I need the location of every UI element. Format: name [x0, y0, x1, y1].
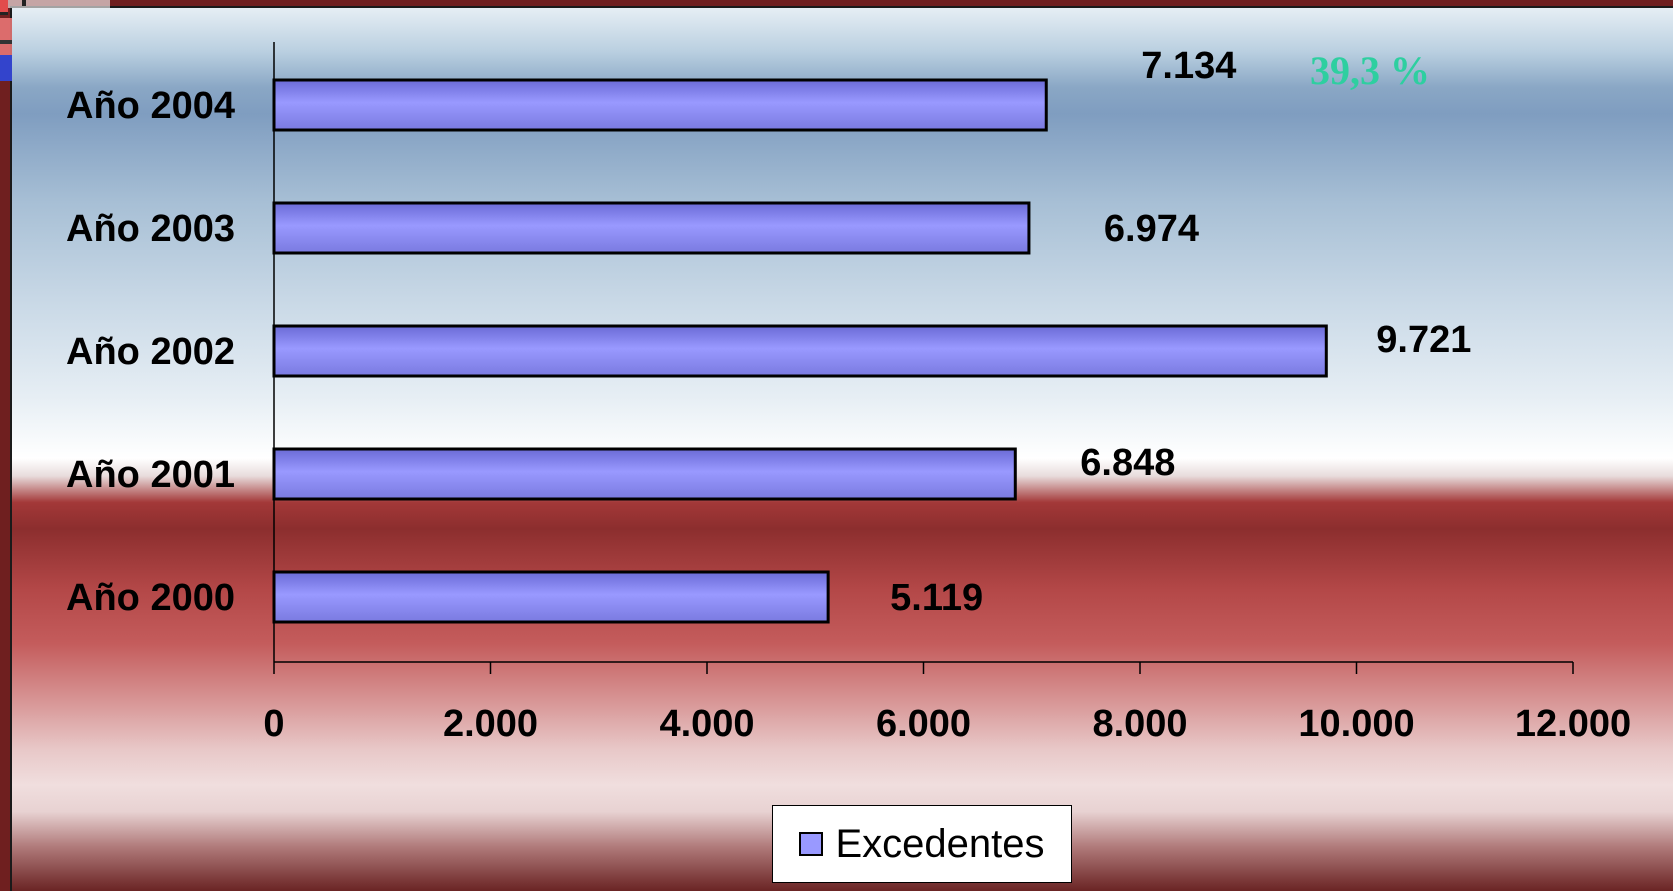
bar-3 — [272, 324, 1328, 378]
category-label: Año 2001 — [66, 454, 235, 496]
category-label: Año 2003 — [66, 208, 235, 250]
x-tick-label: 0 — [263, 703, 284, 745]
bar-2 — [272, 201, 1031, 255]
legend-label: Excedentes — [835, 821, 1045, 866]
x-tick-label: 8.000 — [1092, 703, 1187, 745]
bar-5 — [272, 570, 830, 624]
category-label: Año 2002 — [66, 331, 235, 373]
x-tick-label: 10.000 — [1298, 703, 1414, 745]
data-label: 5.119 — [890, 577, 983, 619]
axes-layer — [273, 42, 1574, 674]
legend: Excedentes — [772, 805, 1072, 883]
x-tick-label: 12.000 — [1515, 703, 1631, 745]
data-label: 6.974 — [1104, 208, 1199, 250]
slide-corner-decoration — [0, 0, 110, 81]
annotation-label: 39,3 % — [1310, 48, 1430, 93]
bars-layer — [272, 78, 1328, 624]
data-label: 6.848 — [1080, 442, 1175, 484]
data-label: 9.721 — [1376, 319, 1471, 361]
x-tick-label: 6.000 — [876, 703, 971, 745]
bar-4 — [272, 447, 1017, 501]
category-label: Año 2000 — [66, 577, 235, 619]
bar-1 — [272, 78, 1048, 132]
category-label: Año 2004 — [66, 85, 235, 127]
x-tick-label: 2.000 — [443, 703, 538, 745]
data-label: 7.134 — [1141, 45, 1236, 87]
x-tick-label: 4.000 — [659, 703, 754, 745]
legend-swatch — [799, 832, 824, 856]
labels-layer: Año 2004 7.134 Año 2003 6.974 Año 2002 9.721 A… — [66, 45, 1631, 745]
